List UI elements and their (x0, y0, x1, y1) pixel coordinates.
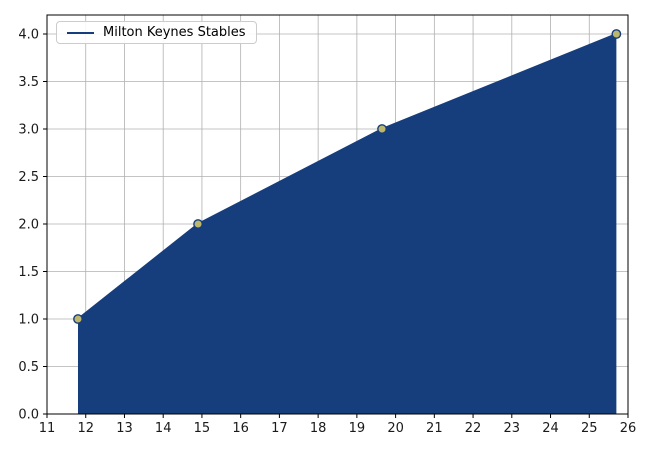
x-tick-label: 16 (232, 421, 249, 436)
x-tick-label: 11 (39, 421, 56, 436)
y-tick-label: 2.0 (18, 218, 39, 233)
data-point-marker (611, 29, 622, 39)
y-tick-label: 2.5 (18, 170, 39, 185)
legend-label: Milton Keynes Stables (103, 25, 246, 40)
x-axis: 11 12 13 14 15 16 17 18 19 20 21 22 23 24 25 26 (39, 414, 637, 436)
x-tick-label: 12 (77, 421, 94, 436)
x-tick-label: 23 (504, 421, 521, 436)
x-tick-label: 20 (387, 421, 404, 436)
series-line (77, 33, 617, 320)
x-tick-label: 22 (465, 421, 482, 436)
x-tick-label: 15 (194, 421, 211, 436)
area-fill (77, 34, 617, 414)
x-tick-label: 19 (349, 421, 366, 436)
data-point-marker (377, 124, 387, 134)
y-tick-label: 0.5 (18, 360, 39, 375)
y-tick-label: 4.0 (18, 28, 39, 43)
x-tick-label: 18 (310, 421, 327, 436)
legend-line-sample (67, 31, 94, 34)
data-point-marker (193, 219, 203, 229)
x-tick-label: 21 (426, 421, 443, 436)
x-tick-label: 13 (116, 421, 133, 436)
y-tick-label: 0.0 (18, 408, 39, 423)
x-tick-label: 26 (620, 421, 637, 436)
y-tick-label: 3.0 (18, 123, 39, 138)
x-tick-label: 17 (271, 421, 288, 436)
y-axis: 0.0 0.5 1.0 1.5 2.0 2.5 3.0 3.5 4.0 (18, 28, 47, 423)
data-point-markers (73, 29, 622, 324)
y-tick-label: 3.5 (18, 75, 39, 90)
data-point-marker (73, 314, 83, 324)
axes-spines (46, 14, 629, 415)
x-tick-label: 14 (155, 421, 172, 436)
y-tick-label: 1.0 (18, 313, 39, 328)
x-tick-label: 25 (581, 421, 598, 436)
y-tick-label: 1.5 (18, 265, 39, 280)
x-tick-label: 24 (542, 421, 559, 436)
legend: Milton Keynes Stables (56, 21, 257, 44)
